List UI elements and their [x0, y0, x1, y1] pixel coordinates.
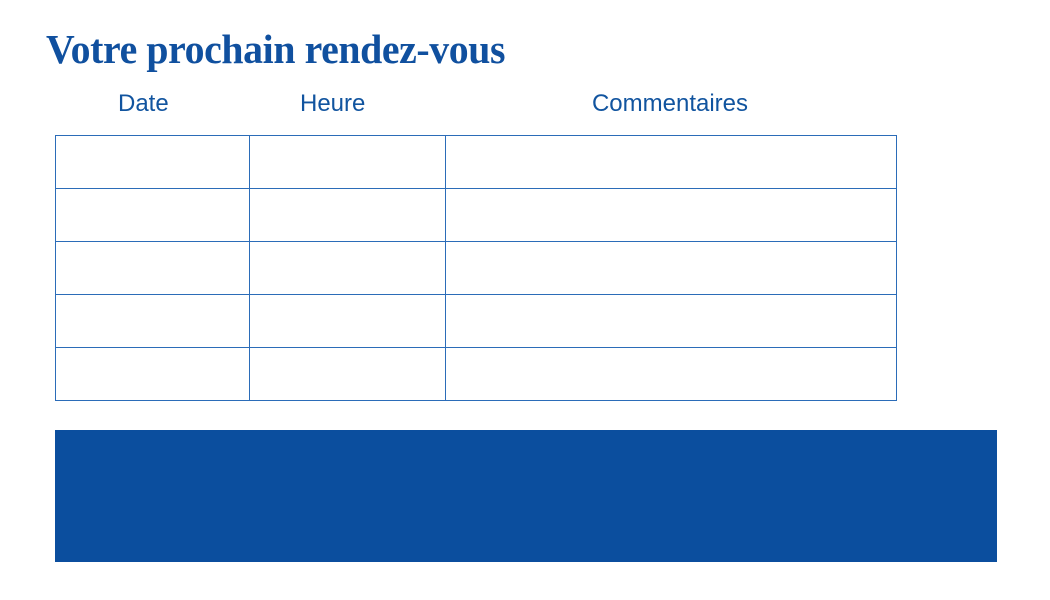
cell-heure[interactable]	[249, 135, 446, 189]
cell-heure[interactable]	[249, 294, 446, 348]
cell-date[interactable]	[55, 135, 250, 189]
cell-heure[interactable]	[249, 347, 446, 401]
appointments-table-body	[55, 135, 897, 401]
table-row	[55, 241, 897, 295]
cell-commentaires[interactable]	[445, 241, 897, 295]
cell-date[interactable]	[55, 294, 250, 348]
cell-heure[interactable]	[249, 188, 446, 242]
column-header-date: Date	[118, 90, 169, 117]
cell-date[interactable]	[55, 188, 250, 242]
cell-date[interactable]	[55, 241, 250, 295]
cell-commentaires[interactable]	[445, 135, 897, 189]
column-header-heure: Heure	[300, 90, 366, 117]
table-row	[55, 188, 897, 242]
table-row	[55, 347, 897, 401]
cell-commentaires[interactable]	[445, 347, 897, 401]
cell-commentaires[interactable]	[445, 294, 897, 348]
notes-block	[55, 430, 997, 562]
page-title: Votre prochain rendez-vous	[46, 26, 506, 72]
table-row	[55, 294, 897, 348]
appointments-table	[55, 135, 897, 401]
column-header-commentaires: Commentaires	[591, 90, 749, 117]
cell-date[interactable]	[55, 347, 250, 401]
cell-commentaires[interactable]	[445, 188, 897, 242]
table-row	[55, 135, 897, 189]
cell-heure[interactable]	[249, 241, 446, 295]
table-column-headers: Date Heure Commentaires	[56, 88, 896, 124]
